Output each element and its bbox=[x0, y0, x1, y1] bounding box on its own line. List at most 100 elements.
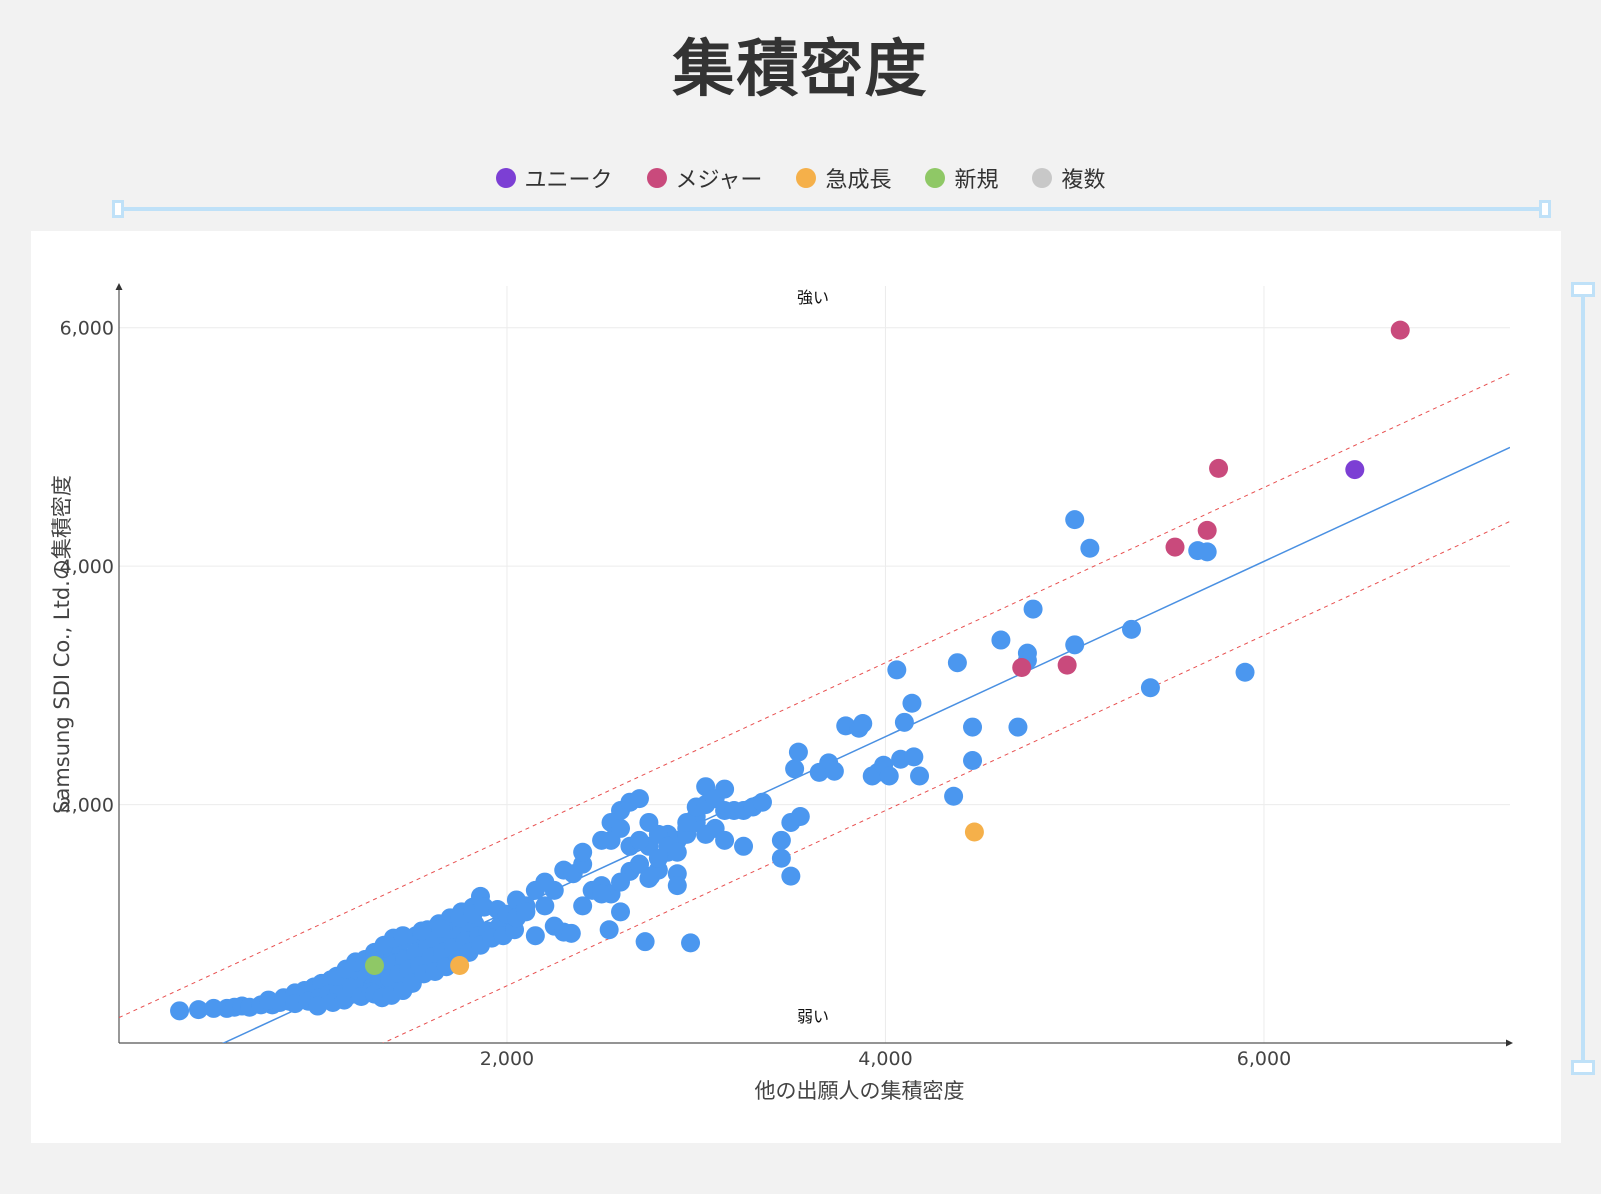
data-point[interactable] bbox=[715, 830, 735, 850]
legend-dot-icon bbox=[646, 168, 667, 188]
data-point[interactable] bbox=[170, 1001, 190, 1021]
legend-label: メジャー bbox=[675, 168, 763, 193]
chart-panel: 2,000 4,000 6,000 2,000 4,000 6,000 他の出願人の集積密度… bbox=[31, 231, 1561, 1143]
y-range-track bbox=[1581, 292, 1585, 1065]
y-range-end-handle[interactable] bbox=[1571, 282, 1595, 297]
data-point[interactable] bbox=[991, 630, 1011, 650]
legend-dot-icon bbox=[1032, 168, 1053, 188]
data-point[interactable] bbox=[1235, 662, 1255, 682]
data-point[interactable] bbox=[1008, 717, 1028, 737]
data-point[interactable] bbox=[781, 866, 801, 886]
data-point[interactable] bbox=[308, 996, 328, 1016]
data-point[interactable] bbox=[629, 854, 649, 874]
data-point[interactable] bbox=[944, 786, 964, 806]
legend-item-0[interactable]: ユニーク bbox=[495, 162, 613, 194]
data-point[interactable] bbox=[681, 933, 701, 953]
data-point[interactable] bbox=[1065, 635, 1085, 655]
data-point[interactable] bbox=[599, 920, 619, 940]
y-axis-arrow-icon bbox=[115, 283, 123, 290]
data-point-メジャー[interactable] bbox=[1209, 458, 1229, 478]
legend-item-3[interactable]: 新規 bbox=[925, 162, 998, 194]
trend-group bbox=[119, 373, 1510, 1043]
data-point-ユニーク[interactable] bbox=[1345, 460, 1365, 480]
data-point[interactable] bbox=[904, 747, 924, 767]
data-point[interactable] bbox=[963, 750, 983, 770]
x-range-start-handle[interactable] bbox=[112, 200, 124, 218]
data-point[interactable] bbox=[204, 998, 224, 1018]
data-point[interactable] bbox=[1140, 678, 1160, 698]
data-point[interactable] bbox=[535, 896, 555, 916]
data-point[interactable] bbox=[525, 926, 545, 946]
data-point[interactable] bbox=[188, 1000, 208, 1020]
data-point[interactable] bbox=[629, 789, 649, 809]
data-point[interactable] bbox=[771, 830, 791, 850]
data-point[interactable] bbox=[393, 926, 413, 946]
data-point[interactable] bbox=[788, 742, 808, 762]
points-group bbox=[170, 320, 1410, 1021]
data-point[interactable] bbox=[1080, 538, 1100, 558]
data-point[interactable] bbox=[611, 818, 631, 838]
data-point[interactable] bbox=[259, 990, 279, 1010]
data-point[interactable] bbox=[641, 866, 661, 886]
data-point[interactable] bbox=[771, 848, 791, 868]
data-point[interactable] bbox=[853, 714, 873, 734]
y-range-start-handle[interactable] bbox=[1571, 1060, 1595, 1075]
data-point[interactable] bbox=[715, 779, 735, 799]
legend-dot-icon bbox=[925, 168, 946, 188]
data-point[interactable] bbox=[611, 872, 631, 892]
data-point[interactable] bbox=[1121, 619, 1141, 639]
data-point[interactable] bbox=[785, 759, 805, 779]
data-point[interactable] bbox=[752, 792, 772, 812]
data-point[interactable] bbox=[824, 761, 844, 781]
data-point[interactable] bbox=[431, 919, 451, 939]
y-tick-label: 2,000 bbox=[60, 795, 114, 817]
legend-label: 急成長 bbox=[825, 168, 892, 193]
data-point-メジャー[interactable] bbox=[1057, 655, 1077, 675]
legend-label: 複数 bbox=[1061, 168, 1106, 193]
data-point[interactable] bbox=[910, 766, 930, 786]
data-point[interactable] bbox=[592, 884, 612, 904]
data-point[interactable] bbox=[734, 836, 754, 856]
data-point[interactable] bbox=[561, 923, 581, 943]
legend: ユニーク メジャー 急成長 新規 複数 bbox=[0, 162, 1601, 194]
data-point[interactable] bbox=[677, 812, 697, 832]
data-point[interactable] bbox=[412, 921, 432, 941]
data-point[interactable] bbox=[544, 880, 564, 900]
data-point[interactable] bbox=[1065, 510, 1085, 530]
data-point[interactable] bbox=[635, 932, 655, 952]
data-point[interactable] bbox=[887, 660, 907, 680]
data-point[interactable] bbox=[894, 712, 914, 732]
data-point-急成長[interactable] bbox=[450, 956, 470, 976]
legend-item-4[interactable]: 複数 bbox=[1032, 162, 1105, 194]
data-point[interactable] bbox=[947, 653, 967, 673]
data-point[interactable] bbox=[963, 717, 983, 737]
x-range-slider[interactable] bbox=[112, 199, 1551, 219]
data-point[interactable] bbox=[1197, 542, 1217, 562]
data-point[interactable] bbox=[902, 693, 922, 713]
data-point-メジャー[interactable] bbox=[1197, 520, 1217, 540]
data-point-メジャー[interactable] bbox=[1012, 657, 1032, 677]
x-range-end-handle[interactable] bbox=[1539, 200, 1551, 218]
data-point[interactable] bbox=[629, 830, 649, 850]
data-point-新規[interactable] bbox=[364, 956, 384, 976]
data-point-メジャー[interactable] bbox=[1390, 320, 1410, 340]
data-point[interactable] bbox=[667, 876, 687, 896]
scatter-chart: 2,000 4,000 6,000 2,000 4,000 6,000 他の出願人の集積密度… bbox=[50, 283, 1513, 1103]
legend-item-1[interactable]: メジャー bbox=[646, 162, 763, 194]
data-point[interactable] bbox=[611, 902, 631, 922]
x-tick-label: 2,000 bbox=[480, 1048, 534, 1070]
data-point[interactable] bbox=[573, 896, 593, 916]
data-point-急成長[interactable] bbox=[964, 822, 984, 842]
data-point[interactable] bbox=[879, 766, 899, 786]
data-point-メジャー[interactable] bbox=[1165, 537, 1185, 557]
data-point[interactable] bbox=[667, 842, 687, 862]
data-point[interactable] bbox=[1023, 599, 1043, 619]
y-range-slider[interactable] bbox=[1570, 282, 1596, 1075]
data-point[interactable] bbox=[516, 902, 536, 922]
data-point[interactable] bbox=[696, 824, 716, 844]
x-range-track bbox=[120, 207, 1543, 211]
data-point[interactable] bbox=[573, 842, 593, 862]
y-axis-label: Samsung SDI Co., Ltd.の集積密度 bbox=[50, 475, 74, 814]
legend-item-2[interactable]: 急成長 bbox=[796, 162, 891, 194]
data-point[interactable] bbox=[790, 806, 810, 826]
